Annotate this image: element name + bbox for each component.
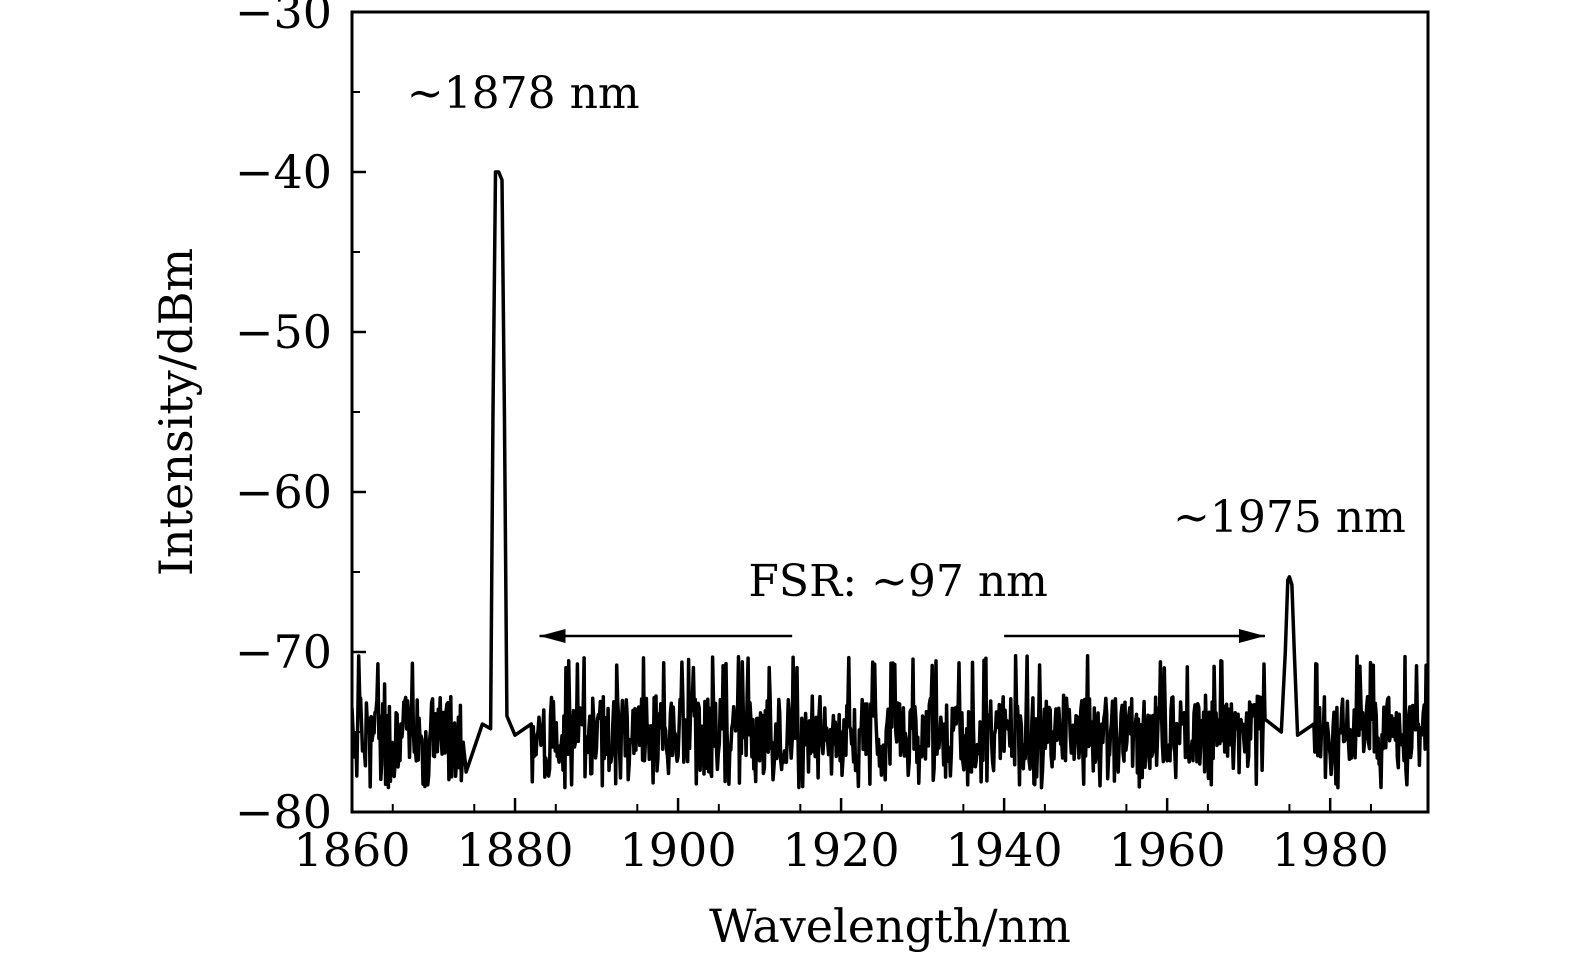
x-tick-label: 1980 [1272, 823, 1389, 877]
x-tick-label: 1940 [946, 823, 1063, 877]
x-axis-ticks: 1860 1880 1900 1920 1940 1960 1980 [293, 798, 1389, 877]
y-axis-ticks: −80 −70 −60 −50 −40 −30 [235, 0, 366, 839]
y-tick-label: −60 [235, 465, 332, 519]
x-tick-label: 1900 [620, 823, 737, 877]
y-axis-title: Intensity/dBm [149, 248, 203, 576]
fsr-arrow-right-head [1238, 629, 1265, 643]
x-tick-label: 1960 [1109, 823, 1226, 877]
fsr-annotation: FSR: ~97 nm [748, 556, 1048, 607]
y-tick-label: −40 [235, 145, 332, 199]
x-tick-label: 1880 [456, 823, 573, 877]
y-tick-label: −70 [235, 625, 332, 679]
x-axis-title: Wavelength/nm [709, 899, 1071, 953]
peak-annotation: ~1878 nm [407, 68, 640, 119]
annotation-layer: ~1878 nm ~1975 nm FSR: ~97 nm [407, 68, 1406, 643]
x-tick-label: 1860 [293, 823, 410, 877]
peak-annotation: ~1975 nm [1173, 492, 1406, 543]
y-tick-label: −50 [235, 305, 332, 359]
spectrum-line [352, 170, 1428, 790]
y-tick-label: −30 [235, 0, 332, 39]
y-tick-label: −80 [235, 785, 332, 839]
series-layer [352, 170, 1428, 790]
x-tick-label: 1920 [783, 823, 900, 877]
fsr-arrow-left-head [539, 629, 566, 643]
